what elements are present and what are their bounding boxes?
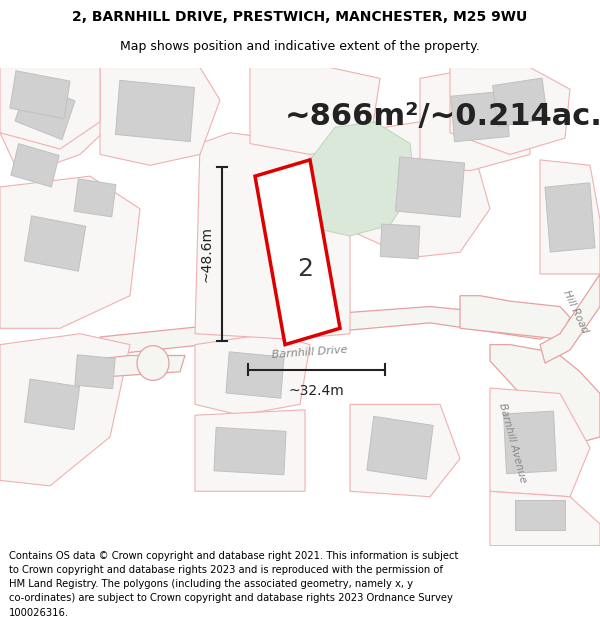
Text: 2: 2	[298, 256, 314, 281]
Polygon shape	[450, 68, 570, 154]
Text: HM Land Registry. The polygons (including the associated geometry, namely x, y: HM Land Registry. The polygons (includin…	[9, 579, 413, 589]
Polygon shape	[100, 306, 560, 356]
Polygon shape	[451, 91, 509, 142]
Polygon shape	[305, 122, 415, 236]
Polygon shape	[15, 82, 75, 139]
Polygon shape	[460, 296, 570, 339]
Polygon shape	[115, 81, 194, 142]
Text: Hill Road: Hill Road	[560, 289, 589, 335]
Text: co-ordinates) are subject to Crown copyright and database rights 2023 Ordnance S: co-ordinates) are subject to Crown copyr…	[9, 594, 453, 604]
Polygon shape	[226, 352, 284, 398]
Text: to Crown copyright and database rights 2023 and is reproduced with the permissio: to Crown copyright and database rights 2…	[9, 566, 443, 576]
Text: Barnhill Drive: Barnhill Drive	[272, 344, 348, 360]
Polygon shape	[255, 160, 340, 344]
Text: ~48.6m: ~48.6m	[199, 226, 213, 282]
Polygon shape	[350, 404, 460, 497]
Polygon shape	[10, 71, 70, 119]
Polygon shape	[25, 379, 80, 429]
Text: 2, BARNHILL DRIVE, PRESTWICH, MANCHESTER, M25 9WU: 2, BARNHILL DRIVE, PRESTWICH, MANCHESTER…	[73, 10, 527, 24]
Polygon shape	[395, 157, 464, 217]
Polygon shape	[380, 224, 420, 259]
Polygon shape	[0, 176, 140, 328]
Polygon shape	[0, 68, 100, 149]
Polygon shape	[540, 160, 600, 274]
Polygon shape	[195, 132, 350, 339]
Text: Map shows position and indicative extent of the property.: Map shows position and indicative extent…	[120, 41, 480, 53]
Polygon shape	[250, 68, 380, 154]
Polygon shape	[490, 491, 600, 546]
Text: ~32.4m: ~32.4m	[289, 384, 344, 398]
Polygon shape	[0, 334, 130, 486]
Polygon shape	[350, 122, 490, 258]
Text: Barnhill Avenue: Barnhill Avenue	[497, 401, 529, 483]
Polygon shape	[367, 416, 433, 479]
Polygon shape	[11, 144, 59, 187]
Polygon shape	[515, 500, 565, 531]
Text: 100026316.: 100026316.	[9, 608, 69, 618]
Polygon shape	[100, 356, 185, 377]
Polygon shape	[540, 274, 600, 363]
Polygon shape	[0, 68, 120, 176]
Text: ~866m²/~0.214ac.: ~866m²/~0.214ac.	[285, 102, 600, 131]
Polygon shape	[195, 334, 310, 415]
Polygon shape	[545, 183, 595, 252]
Circle shape	[137, 346, 169, 381]
Polygon shape	[490, 344, 600, 442]
Polygon shape	[493, 78, 547, 126]
Polygon shape	[490, 388, 590, 497]
Polygon shape	[214, 428, 286, 475]
Polygon shape	[24, 216, 86, 271]
Polygon shape	[420, 68, 530, 171]
Text: Contains OS data © Crown copyright and database right 2021. This information is : Contains OS data © Crown copyright and d…	[9, 551, 458, 561]
Polygon shape	[100, 68, 220, 165]
Polygon shape	[503, 411, 556, 474]
Polygon shape	[74, 179, 116, 217]
Polygon shape	[195, 410, 305, 491]
Polygon shape	[75, 355, 115, 389]
